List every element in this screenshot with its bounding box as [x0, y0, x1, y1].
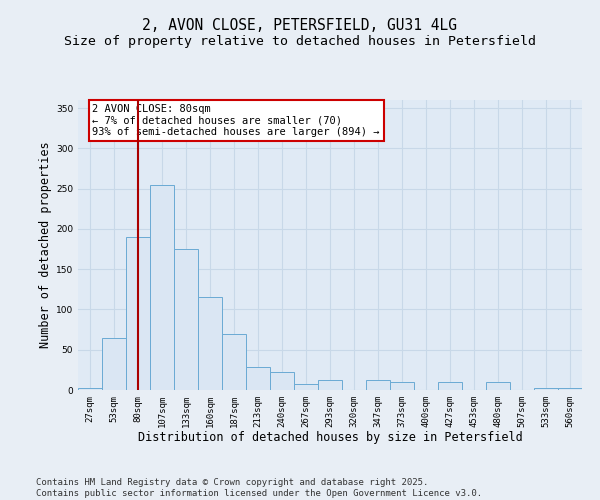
Bar [102, 338, 126, 390]
Bar [78, 388, 102, 390]
Bar [390, 382, 414, 390]
Bar [366, 380, 390, 390]
Text: Contains HM Land Registry data © Crown copyright and database right 2025.
Contai: Contains HM Land Registry data © Crown c… [36, 478, 482, 498]
Bar [294, 384, 318, 390]
Bar [438, 382, 462, 390]
Bar [270, 372, 294, 390]
Bar [246, 368, 270, 390]
Bar [486, 382, 510, 390]
Bar [150, 184, 174, 390]
Bar [174, 249, 198, 390]
Bar [558, 388, 582, 390]
Text: 2 AVON CLOSE: 80sqm
← 7% of detached houses are smaller (70)
93% of semi-detache: 2 AVON CLOSE: 80sqm ← 7% of detached hou… [92, 104, 380, 137]
X-axis label: Distribution of detached houses by size in Petersfield: Distribution of detached houses by size … [137, 432, 523, 444]
Text: 2, AVON CLOSE, PETERSFIELD, GU31 4LG: 2, AVON CLOSE, PETERSFIELD, GU31 4LG [143, 18, 458, 32]
Bar [534, 388, 558, 390]
Text: Size of property relative to detached houses in Petersfield: Size of property relative to detached ho… [64, 35, 536, 48]
Bar [318, 380, 342, 390]
Bar [198, 298, 222, 390]
Bar [222, 334, 246, 390]
Bar [126, 237, 150, 390]
Y-axis label: Number of detached properties: Number of detached properties [39, 142, 52, 348]
